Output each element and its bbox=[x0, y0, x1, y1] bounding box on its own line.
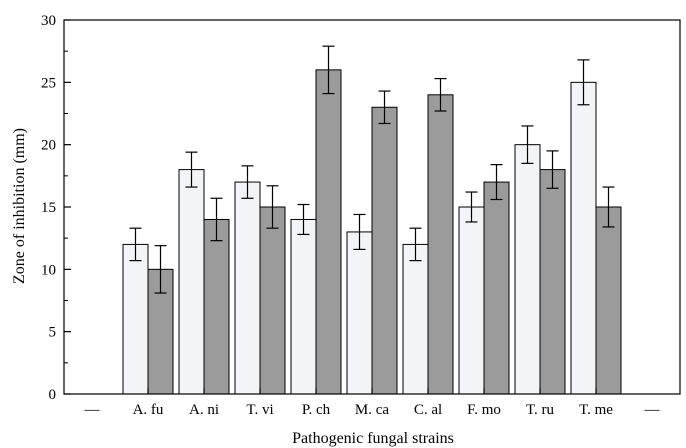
bar-s2-6 bbox=[483, 181, 510, 395]
bar-s2-7 bbox=[539, 169, 566, 395]
x-tick-label-1: A. ni bbox=[189, 402, 219, 418]
bar-s2-5 bbox=[427, 94, 454, 395]
bar-s2-3 bbox=[315, 69, 342, 395]
bar-s2-1 bbox=[203, 218, 230, 395]
bar-s1-8 bbox=[570, 81, 597, 395]
x-tick-label-6: F. mo bbox=[467, 402, 501, 418]
y-axis-title: Zone of inhibition (mm) bbox=[11, 128, 28, 284]
bar-s2-2 bbox=[259, 206, 286, 395]
y-tick-label-10: 10 bbox=[41, 262, 56, 278]
x-tick-label-3: P. ch bbox=[302, 402, 331, 418]
y-tick-label-30: 30 bbox=[41, 13, 56, 29]
x-edge-label-left: — bbox=[84, 402, 101, 418]
x-tick-label-4: M. ca bbox=[355, 402, 389, 418]
x-tick-label-8: T. me bbox=[579, 402, 613, 418]
x-edge-label-right: — bbox=[644, 402, 661, 418]
x-tick-label-5: C. al bbox=[414, 402, 442, 418]
y-tick-label-0: 0 bbox=[49, 387, 57, 403]
bar-s1-7 bbox=[514, 144, 541, 395]
x-tick-label-0: A. fu bbox=[133, 402, 164, 418]
bar-s1-0 bbox=[122, 243, 149, 395]
y-tick-label-5: 5 bbox=[49, 325, 57, 341]
bar-s1-3 bbox=[290, 218, 317, 395]
x-axis-title: Pathogenic fungal strains bbox=[292, 430, 454, 447]
x-tick-label-7: T. ru bbox=[526, 402, 555, 418]
y-tick-label-20: 20 bbox=[41, 138, 56, 154]
y-tick-label-15: 15 bbox=[41, 200, 56, 216]
bar-s1-5 bbox=[402, 243, 429, 395]
bar-s1-4 bbox=[346, 231, 373, 395]
y-tick-label-25: 25 bbox=[41, 75, 56, 91]
bar-s1-1 bbox=[178, 169, 205, 395]
bar-s1-6 bbox=[458, 206, 485, 395]
bar-s1-2 bbox=[234, 181, 261, 395]
bars-layer bbox=[122, 45, 622, 395]
x-tick-label-2: T. vi bbox=[246, 402, 273, 418]
axes-layer: 0 5 10 15 20 25 30 — — A. fu A. ni T. vi P. ch M. ca C… bbox=[41, 13, 681, 418]
bar-s2-8 bbox=[595, 206, 622, 395]
bar-s2-4 bbox=[371, 106, 398, 395]
